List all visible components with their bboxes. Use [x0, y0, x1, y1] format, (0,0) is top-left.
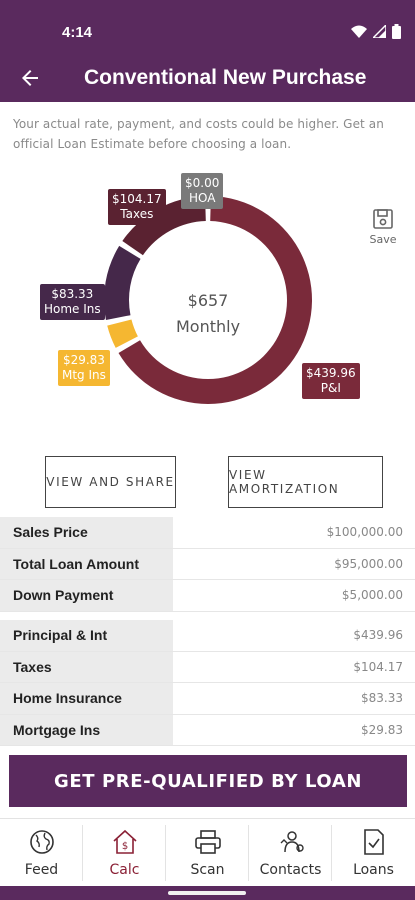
- payment-breakdown-table: Principal & Int $439.96 Taxes $104.17 Home I…: [0, 620, 415, 746]
- view-and-share-button[interactable]: VIEW AND SHARE: [45, 456, 176, 508]
- nav-label-calc: Calc: [109, 862, 140, 878]
- row-value: $104.17: [353, 659, 403, 674]
- gesture-handle[interactable]: [168, 891, 246, 895]
- nav-tab-calc[interactable]: $ Calc: [83, 819, 166, 886]
- save-label: Save: [369, 233, 397, 246]
- disclaimer-text: Your actual rate, payment, and costs cou…: [13, 117, 384, 151]
- label-mtg-ins: $29.83 Mtg Ins: [58, 350, 110, 386]
- contacts-icon: [280, 831, 304, 853]
- status-time: 4:14: [62, 24, 93, 41]
- status-bar: 4:14: [0, 0, 415, 54]
- row-label: Mortgage Ins: [0, 714, 173, 745]
- row-value: $95,000.00: [334, 556, 403, 571]
- page-title: Conventional New Purchase: [84, 66, 367, 89]
- label-taxes: $104.17 Taxes: [108, 189, 166, 225]
- nav-label-contacts: Contacts: [259, 862, 322, 878]
- floppy-disk-icon: [373, 209, 393, 229]
- label-pi: $439.96 P&I: [302, 363, 360, 399]
- loan-summary-table: Sales Price $100,000.00 Total Loan Amount $…: [0, 517, 415, 612]
- view-amortization-button[interactable]: VIEW AMORTIZATION: [228, 456, 383, 508]
- signal-icon: [373, 25, 386, 38]
- donut-svg: [104, 196, 312, 404]
- row-label: Down Payment: [0, 580, 173, 611]
- get-prequalified-button[interactable]: GET PRE-QUALIFIED BY LOAN: [9, 755, 407, 807]
- globe-icon: [29, 830, 54, 854]
- app-bar: Conventional New Purchase: [0, 54, 415, 102]
- nav-tab-scan[interactable]: Scan: [166, 819, 249, 886]
- document-check-icon: [363, 829, 384, 855]
- table-row: Down Payment $5,000.00: [0, 580, 415, 612]
- row-label: Total Loan Amount: [0, 548, 173, 579]
- label-home-ins: $83.33 Home Ins: [40, 284, 105, 320]
- nav-tab-loans[interactable]: Loans: [332, 819, 415, 886]
- monthly-caption: Monthly: [175, 317, 241, 336]
- table-row: Principal & Int $439.96: [0, 620, 415, 652]
- house-dollar-icon: $: [112, 829, 137, 854]
- back-arrow-icon[interactable]: [18, 66, 42, 90]
- label-hoa: $0.00 HOA: [181, 173, 224, 209]
- monthly-total: $657: [187, 291, 229, 310]
- nav-tab-feed[interactable]: Feed: [0, 819, 83, 886]
- row-label: Principal & Int: [0, 620, 173, 651]
- donut-slice-mtg: [107, 319, 138, 348]
- table-row: Taxes $104.17: [0, 651, 415, 683]
- svg-text:$: $: [121, 841, 127, 852]
- bottom-navigation: Feed $ Calc Scan Contacts Loans: [0, 818, 415, 886]
- nav-label-scan: Scan: [190, 862, 225, 878]
- row-value: $83.33: [361, 691, 403, 706]
- table-row: Mortgage Ins $29.83: [0, 714, 415, 746]
- wifi-icon: [351, 25, 367, 38]
- nav-label-loans: Loans: [353, 862, 394, 878]
- nav-tab-contacts[interactable]: Contacts: [249, 819, 332, 886]
- donut-slice-taxes: [122, 196, 206, 256]
- chart-center-label: $657 Monthly: [158, 288, 258, 340]
- table-row: Home Insurance $83.33: [0, 683, 415, 715]
- payment-donut-chart: $657 Monthly $104.17 Taxes $0.00 HOA $83…: [0, 168, 415, 430]
- table-row: Sales Price $100,000.00: [0, 517, 415, 549]
- save-button[interactable]: Save: [366, 208, 400, 246]
- printer-icon: [194, 830, 221, 854]
- row-label: Sales Price: [0, 517, 173, 548]
- gesture-bar: [0, 886, 415, 900]
- nav-label-feed: Feed: [24, 862, 59, 878]
- row-value: $29.83: [361, 722, 403, 737]
- row-value: $100,000.00: [326, 525, 403, 540]
- row-value: $439.96: [353, 628, 403, 643]
- row-label: Home Insurance: [0, 683, 173, 714]
- donut-slice-home: [104, 245, 141, 321]
- table-row: Total Loan Amount $95,000.00: [0, 548, 415, 580]
- battery-icon: [392, 24, 401, 39]
- row-value: $5,000.00: [341, 588, 403, 603]
- row-label: Taxes: [0, 651, 173, 682]
